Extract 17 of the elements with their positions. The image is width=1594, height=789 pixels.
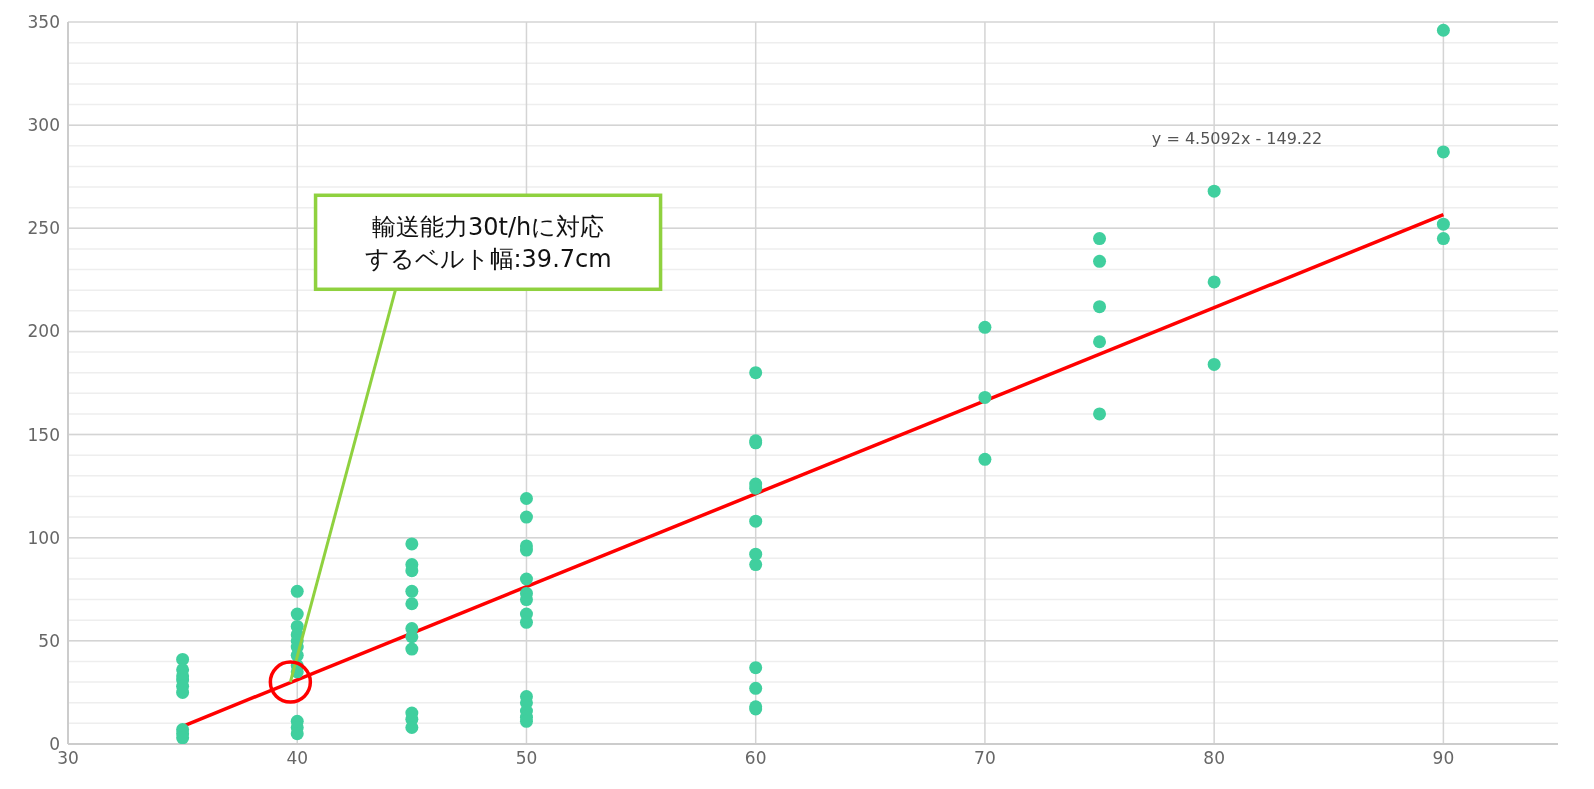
x-tick-label: 40 — [286, 748, 309, 769]
x-tick-label: 70 — [974, 748, 996, 769]
y-tick-label: 150 — [27, 424, 60, 445]
y-tick-label: 300 — [27, 115, 60, 136]
y-tick-label: 350 — [27, 12, 60, 33]
annotation: 輸送能力30t/hに対応するベルト幅:39.7cm — [364, 213, 612, 274]
x-tick-label: 60 — [744, 748, 767, 769]
y-tick-label: 0 — [49, 734, 60, 755]
x-tick-label: 90 — [1432, 748, 1455, 769]
x-tick-label: 30 — [57, 748, 79, 769]
y-tick-label: 100 — [27, 527, 60, 548]
annotation: y = 4.5092x - 149.22 — [1151, 128, 1323, 148]
x-tick-label: 80 — [1203, 748, 1225, 769]
y-tick-label: 50 — [38, 630, 60, 651]
y-tick-label: 250 — [27, 218, 60, 239]
x-tick-label: 50 — [515, 748, 538, 769]
y-tick-label: 200 — [27, 321, 60, 342]
